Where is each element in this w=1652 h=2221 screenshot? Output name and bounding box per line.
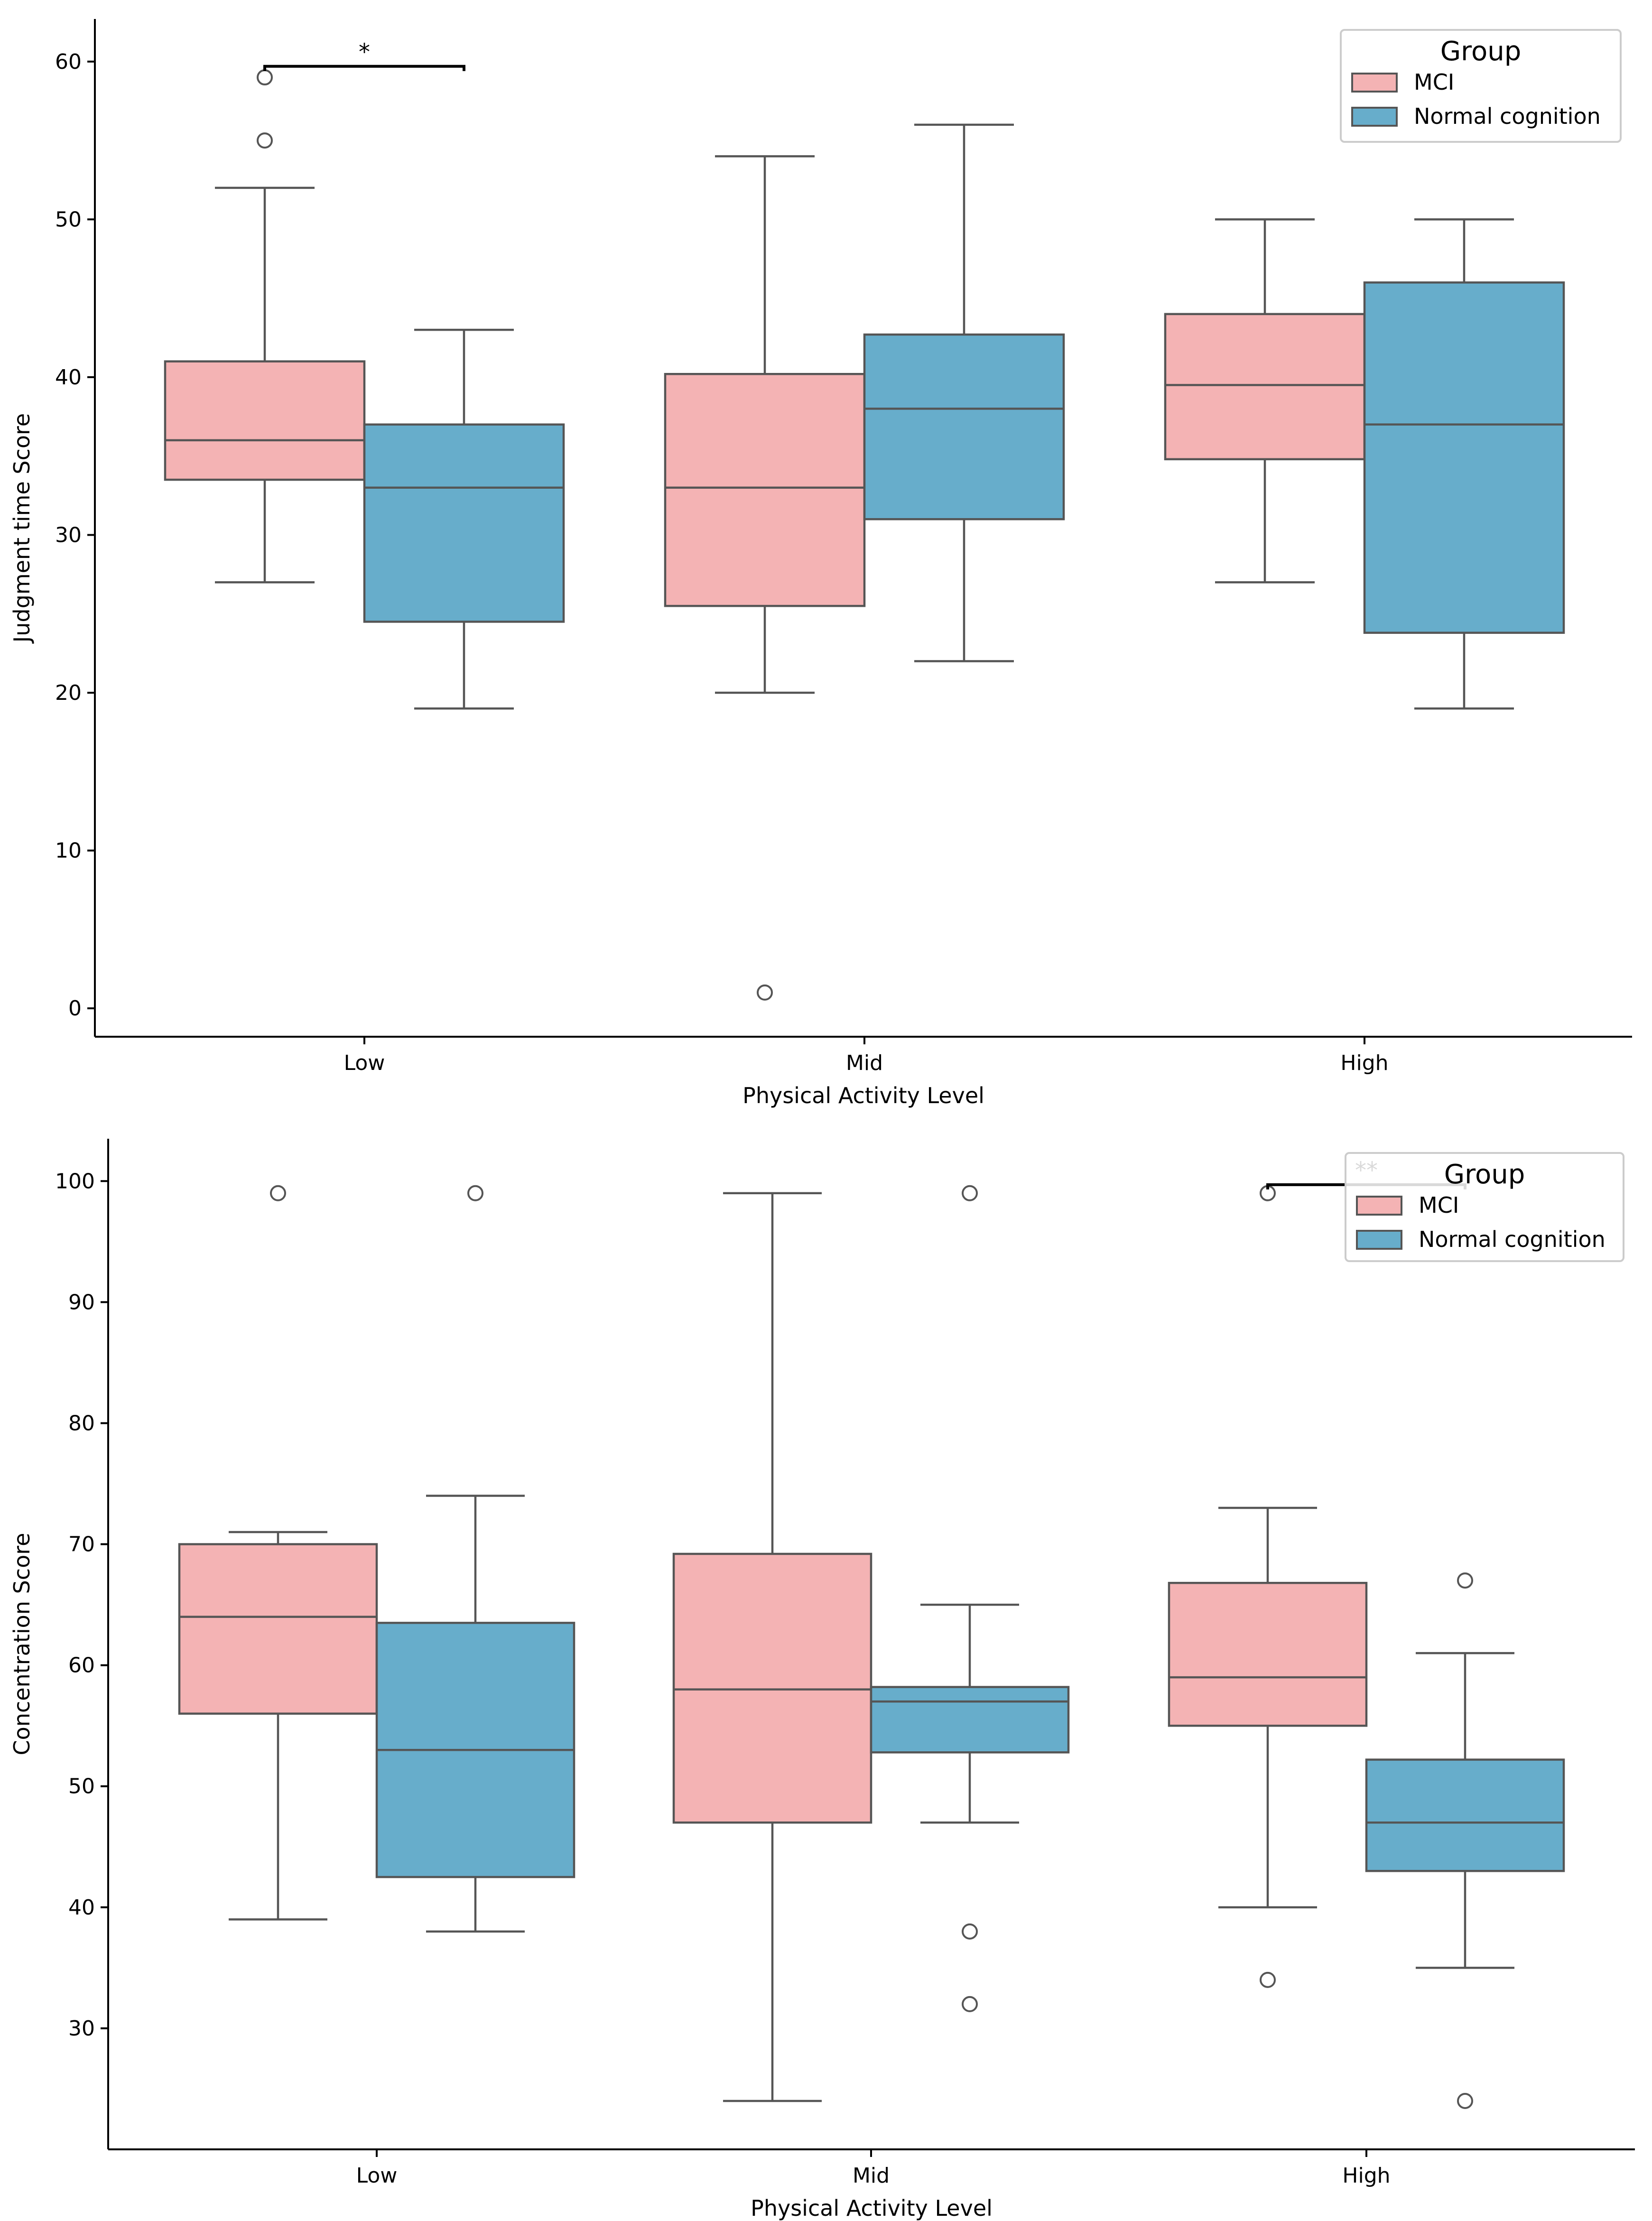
legend-label: MCI <box>1419 1192 1459 1218</box>
normal-cognition-box-low <box>363 328 565 710</box>
y-tick-label: 30 <box>68 2017 95 2041</box>
normal-cognition-box-high <box>1363 218 1565 710</box>
normal-cognition-box-mid <box>870 1185 1070 2012</box>
iqr-box <box>1363 281 1565 634</box>
y-tick-label: 90 <box>68 1290 95 1314</box>
iqr-box <box>1365 1758 1565 1872</box>
normal-cognition-box-mid <box>863 123 1065 662</box>
significance-label: * <box>359 39 370 65</box>
x-tick-label: Mid <box>846 1051 883 1075</box>
iqr-box <box>664 373 866 607</box>
iqr-box <box>672 1552 872 1824</box>
legend-swatch <box>1351 73 1398 93</box>
outlier-point <box>962 1923 978 1940</box>
normal-cognition-box-high <box>1365 1572 1565 2109</box>
x-axis-label: Physical Activity Level <box>742 1083 984 1108</box>
y-tick-label: 50 <box>68 1775 95 1799</box>
judgment-time-chart: 0 10 20 30 40 50 60 Low Mid High Physical Activity… <box>9 19 1632 1108</box>
normal-cognition-box-low <box>375 1185 575 1933</box>
mci-box-low <box>178 1185 378 1921</box>
legend-title: Group <box>1444 1159 1525 1190</box>
outlier-point <box>757 984 773 1001</box>
y-tick-label: 100 <box>55 1169 95 1193</box>
mci-box-high <box>1164 218 1366 584</box>
x-axis-label: Physical Activity Level <box>751 2195 993 2221</box>
legend-title: Group <box>1440 36 1522 67</box>
legend-label: Normal cognition <box>1419 1227 1606 1252</box>
x-tick-label: Mid <box>853 2164 890 2188</box>
iqr-box <box>178 1543 378 1715</box>
iqr-box <box>870 1686 1070 1754</box>
outlier-point <box>962 1185 978 1201</box>
outlier-point <box>257 69 273 86</box>
y-tick-label: 40 <box>68 1896 95 1920</box>
y-tick-label: 60 <box>68 1654 95 1678</box>
iqr-box <box>1164 313 1366 461</box>
outlier-point <box>270 1185 286 1201</box>
legend-label: Normal cognition <box>1414 103 1601 129</box>
outlier-point <box>1457 1572 1473 1589</box>
concentration-chart: 30 40 50 60 70 80 90 100 Low Mid High Physical Acti… <box>9 1139 1635 2221</box>
x-tick-label: High <box>1342 2164 1390 2188</box>
legend-frame <box>1340 29 1622 143</box>
x-tick-label: High <box>1340 1051 1388 1075</box>
outlier-point <box>962 1996 978 2012</box>
legend-swatch <box>1356 1230 1402 1250</box>
y-tick-label: 40 <box>55 365 82 390</box>
mci-box-low <box>164 69 366 584</box>
y-axis-label: Concentration Score <box>9 1533 35 1756</box>
y-tick-label: 50 <box>55 207 82 232</box>
legend-label: MCI <box>1414 69 1454 95</box>
iqr-box <box>1168 1581 1368 1727</box>
y-tick-label: 10 <box>55 839 82 863</box>
outlier-point <box>1457 2092 1473 2109</box>
y-axis-label: Judgment time Score <box>9 413 35 644</box>
y-tick-label: 0 <box>68 996 82 1021</box>
iqr-box <box>164 360 366 481</box>
x-tick-label: Low <box>344 1051 385 1075</box>
y-tick-label: 20 <box>55 681 82 705</box>
legend-swatch <box>1356 1196 1402 1216</box>
mci-box-high <box>1168 1185 1368 1988</box>
x-tick-label: Low <box>356 2164 398 2188</box>
y-tick-label: 60 <box>55 50 82 74</box>
y-tick-label: 30 <box>55 523 82 547</box>
outlier-point <box>257 132 273 149</box>
mci-box-mid <box>672 1192 872 2102</box>
legend-frame <box>1345 1152 1624 1262</box>
y-tick-label: 80 <box>68 1411 95 1435</box>
iqr-box <box>363 423 565 623</box>
outlier-point <box>1260 1971 1276 1988</box>
legend-swatch <box>1351 107 1398 127</box>
y-tick-label: 70 <box>68 1533 95 1557</box>
mci-box-mid <box>664 155 866 1001</box>
outlier-point <box>467 1185 483 1201</box>
significance-bracket <box>263 65 465 71</box>
iqr-box <box>863 333 1065 520</box>
